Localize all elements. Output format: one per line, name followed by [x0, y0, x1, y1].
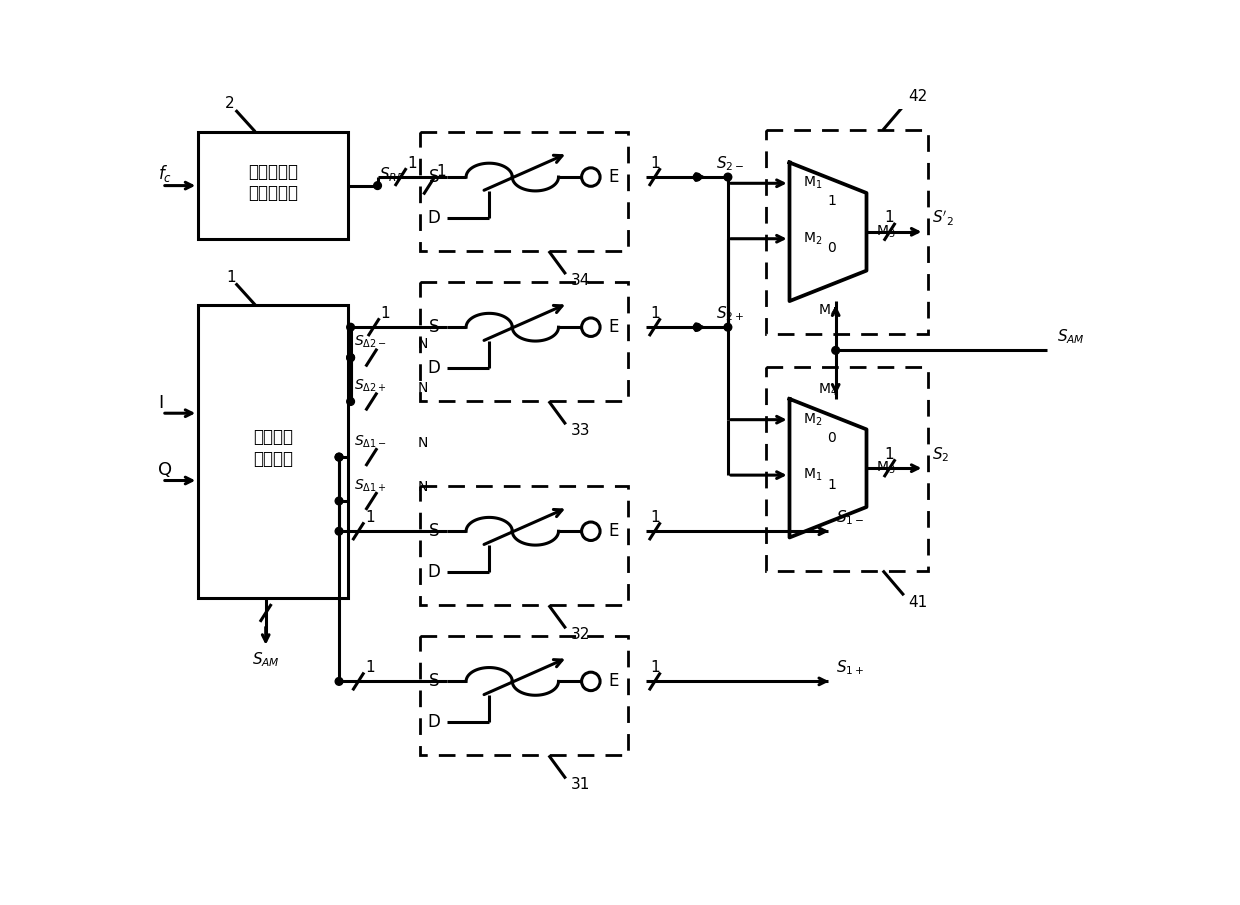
- Text: 32: 32: [570, 627, 590, 642]
- Bar: [766, 367, 928, 570]
- Text: E: E: [609, 319, 619, 336]
- Bar: [198, 132, 348, 240]
- Text: 1: 1: [827, 478, 836, 491]
- Text: D: D: [428, 563, 440, 581]
- Text: E: E: [609, 672, 619, 691]
- Text: 1: 1: [650, 156, 660, 171]
- Circle shape: [335, 453, 343, 461]
- Text: $S_{AM}$: $S_{AM}$: [1056, 328, 1085, 346]
- Text: 1: 1: [650, 510, 660, 525]
- Text: 1: 1: [365, 660, 374, 675]
- Bar: [420, 486, 627, 605]
- Circle shape: [347, 354, 355, 361]
- Text: $S_{AM}$: $S_{AM}$: [252, 650, 280, 669]
- Text: D: D: [428, 358, 440, 376]
- Circle shape: [335, 678, 343, 685]
- Text: 1: 1: [650, 660, 660, 675]
- Circle shape: [693, 323, 701, 331]
- Circle shape: [347, 323, 355, 331]
- Text: S: S: [429, 522, 439, 540]
- Text: M$_1$: M$_1$: [804, 175, 822, 192]
- Text: $S_{\Delta 2-}$: $S_{\Delta 2-}$: [355, 334, 387, 350]
- Text: $f_c$: $f_c$: [157, 163, 172, 184]
- Text: M$_2$: M$_2$: [804, 412, 822, 428]
- Text: Q: Q: [157, 461, 172, 479]
- Text: D: D: [428, 209, 440, 226]
- Circle shape: [373, 182, 382, 189]
- Text: 2: 2: [224, 97, 234, 111]
- Text: 1: 1: [650, 306, 660, 321]
- Text: $S_{1+}$: $S_{1+}$: [836, 658, 864, 677]
- Text: 1: 1: [885, 447, 894, 462]
- Text: E: E: [609, 522, 619, 540]
- Text: 0: 0: [827, 431, 836, 444]
- Text: M$_1$: M$_1$: [804, 467, 822, 483]
- Text: 41: 41: [909, 595, 928, 611]
- Text: 1: 1: [408, 156, 417, 171]
- Circle shape: [832, 347, 839, 354]
- Text: $S_{2+}$: $S_{2+}$: [717, 304, 745, 323]
- Bar: [198, 305, 348, 597]
- Text: N: N: [418, 381, 428, 395]
- Text: E: E: [609, 168, 619, 186]
- Text: N: N: [418, 436, 428, 451]
- Circle shape: [724, 323, 732, 331]
- Text: 1: 1: [436, 164, 445, 179]
- Text: M$_4$: M$_4$: [818, 381, 838, 398]
- Text: 1: 1: [365, 510, 374, 525]
- Circle shape: [724, 173, 732, 181]
- Text: S: S: [429, 168, 439, 186]
- Text: 33: 33: [570, 423, 590, 438]
- Text: N: N: [418, 481, 428, 494]
- Circle shape: [335, 497, 343, 505]
- Text: 0: 0: [827, 242, 836, 255]
- Text: 射频载波脉: 射频载波脉: [248, 163, 298, 181]
- Text: M$_4$: M$_4$: [818, 302, 838, 319]
- Circle shape: [582, 167, 600, 186]
- Text: M$_2$: M$_2$: [804, 231, 822, 247]
- Bar: [420, 281, 627, 401]
- Text: S: S: [429, 319, 439, 336]
- Circle shape: [582, 318, 600, 337]
- Circle shape: [693, 173, 701, 181]
- Text: 1: 1: [381, 306, 391, 321]
- Text: 控制单元: 控制单元: [253, 450, 293, 468]
- Text: 34: 34: [570, 272, 590, 288]
- Text: $S_{1-}$: $S_{1-}$: [836, 508, 864, 527]
- Circle shape: [335, 528, 343, 535]
- Text: $S_2$: $S_2$: [932, 445, 950, 463]
- Circle shape: [335, 453, 343, 461]
- Text: D: D: [428, 713, 440, 731]
- Text: M$_3$: M$_3$: [875, 460, 895, 476]
- Circle shape: [582, 672, 600, 691]
- Text: I: I: [157, 394, 164, 412]
- Text: 1: 1: [827, 195, 836, 208]
- Text: 冲产生单元: 冲产生单元: [248, 185, 298, 203]
- Text: $S_{\Delta 2+}$: $S_{\Delta 2+}$: [355, 378, 387, 395]
- Text: 1: 1: [885, 211, 894, 225]
- Circle shape: [347, 354, 355, 361]
- Bar: [766, 130, 928, 334]
- Circle shape: [347, 397, 355, 405]
- Text: $S_{\Delta 1-}$: $S_{\Delta 1-}$: [355, 433, 387, 450]
- Text: 脉冲延时: 脉冲延时: [253, 428, 293, 446]
- Circle shape: [582, 522, 600, 540]
- Text: M$_3$: M$_3$: [875, 224, 895, 240]
- Bar: [420, 132, 627, 251]
- Text: N: N: [418, 337, 428, 351]
- Text: $S'_2$: $S'_2$: [932, 208, 954, 227]
- Text: $S_{2-}$: $S_{2-}$: [717, 154, 745, 173]
- Text: S: S: [429, 672, 439, 691]
- Text: $S_{RF}$: $S_{RF}$: [379, 166, 404, 185]
- Text: 1: 1: [227, 270, 236, 285]
- Text: 42: 42: [909, 89, 928, 104]
- Text: $S_{\Delta 1+}$: $S_{\Delta 1+}$: [355, 478, 387, 494]
- Text: 31: 31: [570, 777, 590, 792]
- Bar: [420, 636, 627, 756]
